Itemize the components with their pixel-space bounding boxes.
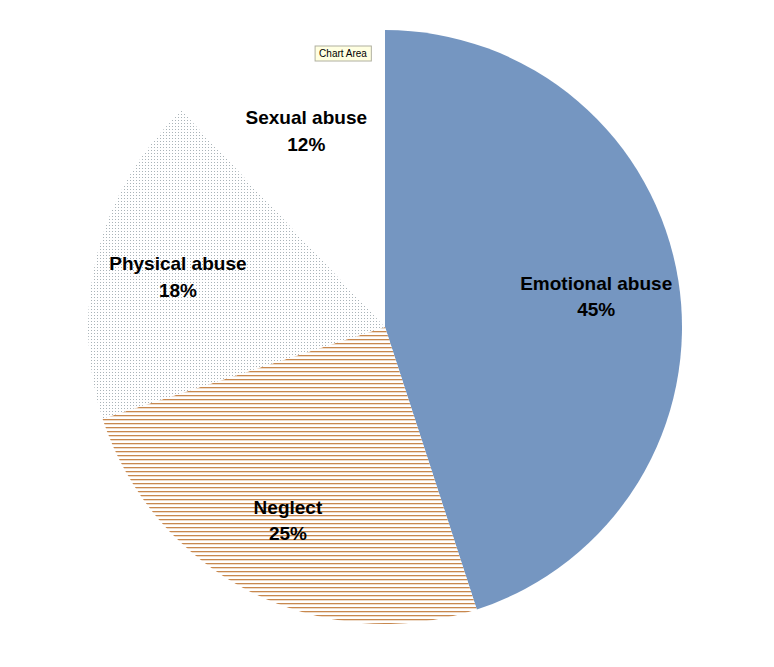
tooltip-text: Chart Area: [319, 48, 367, 59]
slice-label: Physical abuse 18%: [109, 253, 246, 301]
slice-value: 45%: [577, 299, 615, 320]
slice-label: Sexual abuse 12%: [246, 107, 367, 155]
slice-label: Emotional abuse 45%: [520, 273, 672, 321]
slice-value: 12%: [287, 134, 325, 155]
slice-category: Physical abuse: [109, 253, 246, 274]
chart: Emotional abuse 45% Neglect 25% Physical abu…: [0, 0, 774, 667]
slice-value: 25%: [269, 523, 307, 544]
slice-label: Neglect 25%: [254, 497, 323, 545]
slice-category: Neglect: [254, 497, 323, 518]
data-labels: Emotional abuse 45% Neglect 25% Physical abu…: [109, 107, 672, 544]
slice-category: Sexual abuse: [246, 107, 367, 128]
tooltip-box: [315, 46, 371, 61]
pie: [88, 30, 682, 624]
pie-slice: [182, 30, 385, 327]
tooltip: Chart Area: [315, 46, 371, 61]
slice-value: 18%: [159, 280, 197, 301]
slice-category: Emotional abuse: [520, 273, 672, 294]
